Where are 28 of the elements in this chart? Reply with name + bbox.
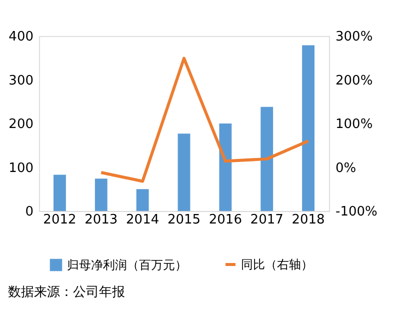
- y2-tick-label: 300%: [336, 30, 373, 44]
- x-tick-label: 2015: [167, 212, 201, 228]
- y2-tick-label: -100%: [336, 204, 378, 220]
- y-tick-label: 0: [25, 204, 34, 220]
- x-tick-label: 2018: [292, 212, 325, 228]
- legend-label: 同比（右轴）: [241, 258, 313, 272]
- x-tick-label: 2017: [250, 212, 284, 228]
- bar: [178, 134, 190, 211]
- x-tick-label: 2013: [84, 212, 118, 228]
- bar: [260, 106, 274, 211]
- bar: [219, 124, 232, 211]
- y2-tick-label: 200%: [336, 73, 373, 88]
- bar: [54, 174, 66, 211]
- legend-label: 归母净利润（百万元）: [67, 258, 187, 272]
- bar: [94, 178, 108, 211]
- y-tick-label: 200: [8, 117, 34, 132]
- y2-tick-label: 100%: [336, 117, 373, 132]
- bar: [136, 189, 149, 211]
- y-tick-label: 300: [8, 73, 34, 88]
- y-tick-label: 100: [8, 160, 34, 176]
- x-tick-label: 2012: [43, 212, 76, 228]
- line-series: [100, 56, 310, 183]
- x-tick-label: 2016: [208, 212, 242, 228]
- bar: [302, 45, 314, 211]
- x-tick-label: 2014: [126, 212, 160, 228]
- source-note: 数据来源：公司年报: [8, 285, 126, 300]
- y-tick-label: 400: [8, 30, 34, 44]
- y2-tick-label: 0%: [336, 160, 356, 176]
